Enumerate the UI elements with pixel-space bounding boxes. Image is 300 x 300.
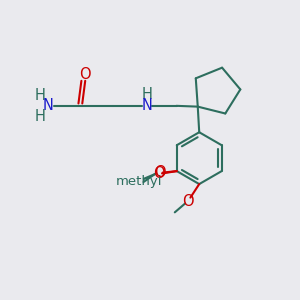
- Text: H: H: [142, 87, 152, 102]
- Text: H: H: [34, 109, 45, 124]
- Text: methyl: methyl: [116, 175, 163, 188]
- Text: H: H: [34, 88, 45, 103]
- Text: N: N: [43, 98, 54, 113]
- Text: N: N: [142, 98, 152, 113]
- Text: O: O: [153, 166, 164, 181]
- Text: O: O: [182, 194, 194, 208]
- Text: O: O: [154, 165, 166, 180]
- Text: O: O: [80, 68, 91, 82]
